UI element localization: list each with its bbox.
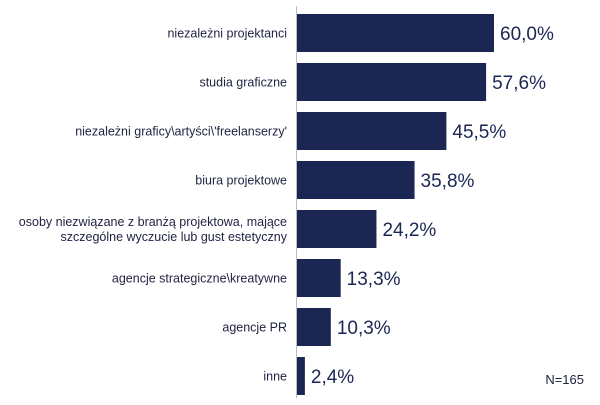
bar-1 (297, 14, 494, 52)
value-label-5: 24,2% (382, 220, 436, 241)
category-label-6: agencje strategiczne\kreatywne (112, 272, 287, 286)
value-label-8: 2,4% (311, 367, 354, 388)
bar-2 (297, 63, 487, 101)
value-label-3: 45,5% (452, 122, 506, 143)
category-label-1: niezależni projektanci (167, 27, 287, 41)
category-label-4: biura projektowe (195, 174, 287, 188)
bar-7 (297, 308, 331, 346)
category-label-5: osoby niezwiązane z branżą projektowa, m… (19, 215, 288, 244)
value-label-7: 10,3% (337, 318, 391, 339)
category-label-8: inne (263, 370, 287, 384)
bar-5 (297, 210, 377, 248)
category-label-3: niezależni graficy\artyści\'freelanserzy… (75, 125, 287, 139)
category-label-7: agencje PR (222, 321, 287, 335)
value-label-1: 60,0% (500, 24, 554, 45)
category-label-2: studia graficzne (199, 76, 287, 90)
bar-3 (297, 112, 447, 150)
bar-4 (297, 161, 415, 199)
value-label-2: 57,6% (492, 73, 546, 94)
sample-size-annotation: N=165 (545, 372, 584, 387)
value-label-4: 35,8% (421, 171, 475, 192)
bar-8 (297, 357, 305, 395)
bar-6 (297, 259, 341, 297)
value-label-6: 13,3% (347, 269, 401, 290)
